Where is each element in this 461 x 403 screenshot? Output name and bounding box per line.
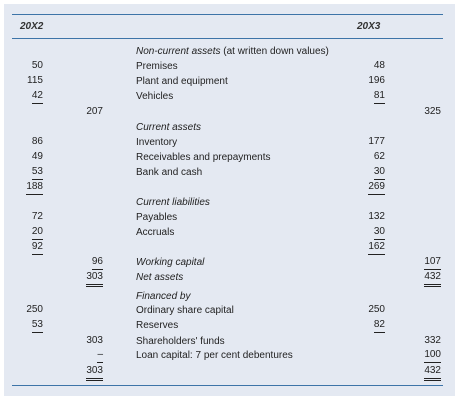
premises-20x2: 50: [31, 60, 43, 71]
payables-20x3: 132: [368, 211, 385, 222]
row-vehicles: 42 Vehicles 81: [4, 89, 455, 104]
receivables-20x2: 49: [31, 151, 43, 162]
loan-capital-20x3: 100: [424, 348, 441, 363]
loan-capital-label: Loan capital: 7 per cent debentures: [136, 350, 293, 361]
row-non-current-assets-heading: Non-current assets (at written down valu…: [4, 44, 455, 59]
payables-label: Payables: [136, 212, 178, 223]
current-liabilities-total-20x2: 92: [31, 240, 43, 255]
balance-sheet-panel: 20X2 20X3 Non-current assets (at written…: [4, 4, 455, 396]
plant-20x2: 115: [27, 75, 43, 86]
row-current-liabilities-total: 92 162: [4, 240, 455, 255]
inventory-20x2: 86: [31, 136, 43, 147]
header-rule: [12, 38, 443, 39]
reserves-20x3: 82: [373, 318, 385, 333]
current-liabilities-heading: Current liabilities: [136, 197, 210, 208]
top-rule: [12, 14, 443, 15]
vehicles-label: Vehicles: [136, 91, 174, 102]
current-assets-heading: Current assets: [136, 122, 202, 133]
row-receivables: 49 Receivables and prepayments 62: [4, 150, 455, 165]
working-capital-label: Working capital: [136, 257, 205, 268]
accruals-20x3: 30: [373, 225, 385, 240]
accruals-20x2: 20: [31, 225, 43, 240]
row-non-current-total: 207 325: [4, 105, 455, 120]
working-capital-20x2: 96: [91, 255, 103, 270]
share-capital-20x2: 250: [26, 304, 43, 315]
bank-label: Bank and cash: [136, 167, 203, 178]
non-current-total-20x2: 207: [86, 106, 103, 117]
header-20x3: 20X3: [357, 21, 381, 32]
bank-20x3: 30: [373, 165, 385, 180]
net-assets-20x2: 303: [86, 270, 103, 287]
row-reserves: 53 Reserves 82: [4, 318, 455, 333]
header-20x2: 20X2: [20, 21, 44, 32]
payables-20x2: 72: [31, 211, 43, 222]
net-assets-20x3: 432: [424, 270, 441, 287]
receivables-20x3: 62: [373, 151, 385, 162]
inventory-20x3: 177: [368, 136, 385, 147]
plant-20x3: 196: [368, 75, 385, 86]
accruals-label: Accruals: [136, 227, 175, 238]
share-capital-label: Ordinary share capital: [136, 305, 234, 316]
non-current-assets-heading: Non-current assets (at written down valu…: [136, 46, 329, 57]
row-shareholders-funds: 303 Shareholders' funds 332: [4, 334, 455, 349]
plant-label: Plant and equipment: [136, 76, 228, 87]
row-net-assets: 303 Net assets 432: [4, 270, 455, 287]
row-loan-capital: – Loan capital: 7 per cent debentures 10…: [4, 348, 455, 363]
row-share-capital: 250 Ordinary share capital 250: [4, 303, 455, 318]
current-liabilities-total-20x3: 162: [368, 240, 385, 255]
reserves-20x2: 53: [31, 318, 43, 333]
shareholders-funds-20x3: 332: [424, 335, 441, 346]
vehicles-20x2: 42: [31, 89, 43, 104]
reserves-label: Reserves: [136, 320, 179, 331]
shareholders-funds-label: Shareholders' funds: [136, 336, 225, 347]
row-accruals: 20 Accruals 30: [4, 225, 455, 240]
shareholders-funds-20x2: 303: [86, 335, 103, 346]
row-bank: 53 Bank and cash 30: [4, 165, 455, 180]
current-assets-total-20x2: 188: [26, 180, 43, 195]
row-financed-by-heading: Financed by: [4, 289, 455, 304]
inventory-label: Inventory: [136, 137, 178, 148]
current-assets-total-20x3: 269: [368, 180, 385, 195]
bottom-rule: [12, 385, 443, 386]
row-current-liabilities-heading: Current liabilities: [4, 195, 455, 210]
row-working-capital: 96 Working capital 107: [4, 255, 455, 270]
row-plant: 115 Plant and equipment 196: [4, 74, 455, 89]
premises-20x3: 48: [373, 60, 385, 71]
share-capital-20x3: 250: [368, 304, 385, 315]
working-capital-20x3: 107: [424, 255, 441, 270]
non-current-total-20x3: 325: [424, 106, 441, 117]
vehicles-20x3: 81: [373, 89, 385, 104]
bank-20x2: 53: [31, 165, 43, 180]
row-premises: 50 Premises 48: [4, 59, 455, 74]
row-inventory: 86 Inventory 177: [4, 135, 455, 150]
net-assets-label: Net assets: [136, 272, 184, 283]
financed-by-heading: Financed by: [136, 291, 191, 302]
grand-total-20x2: 303: [86, 364, 103, 381]
row-current-assets-heading: Current assets: [4, 120, 455, 135]
row-current-assets-total: 188 269: [4, 180, 455, 195]
row-payables: 72 Payables 132: [4, 210, 455, 225]
grand-total-20x3: 432: [424, 364, 441, 381]
receivables-label: Receivables and prepayments: [136, 152, 271, 163]
loan-capital-20x2: –: [97, 348, 103, 363]
premises-label: Premises: [136, 61, 178, 72]
row-grand-total: 303 432: [4, 364, 455, 381]
